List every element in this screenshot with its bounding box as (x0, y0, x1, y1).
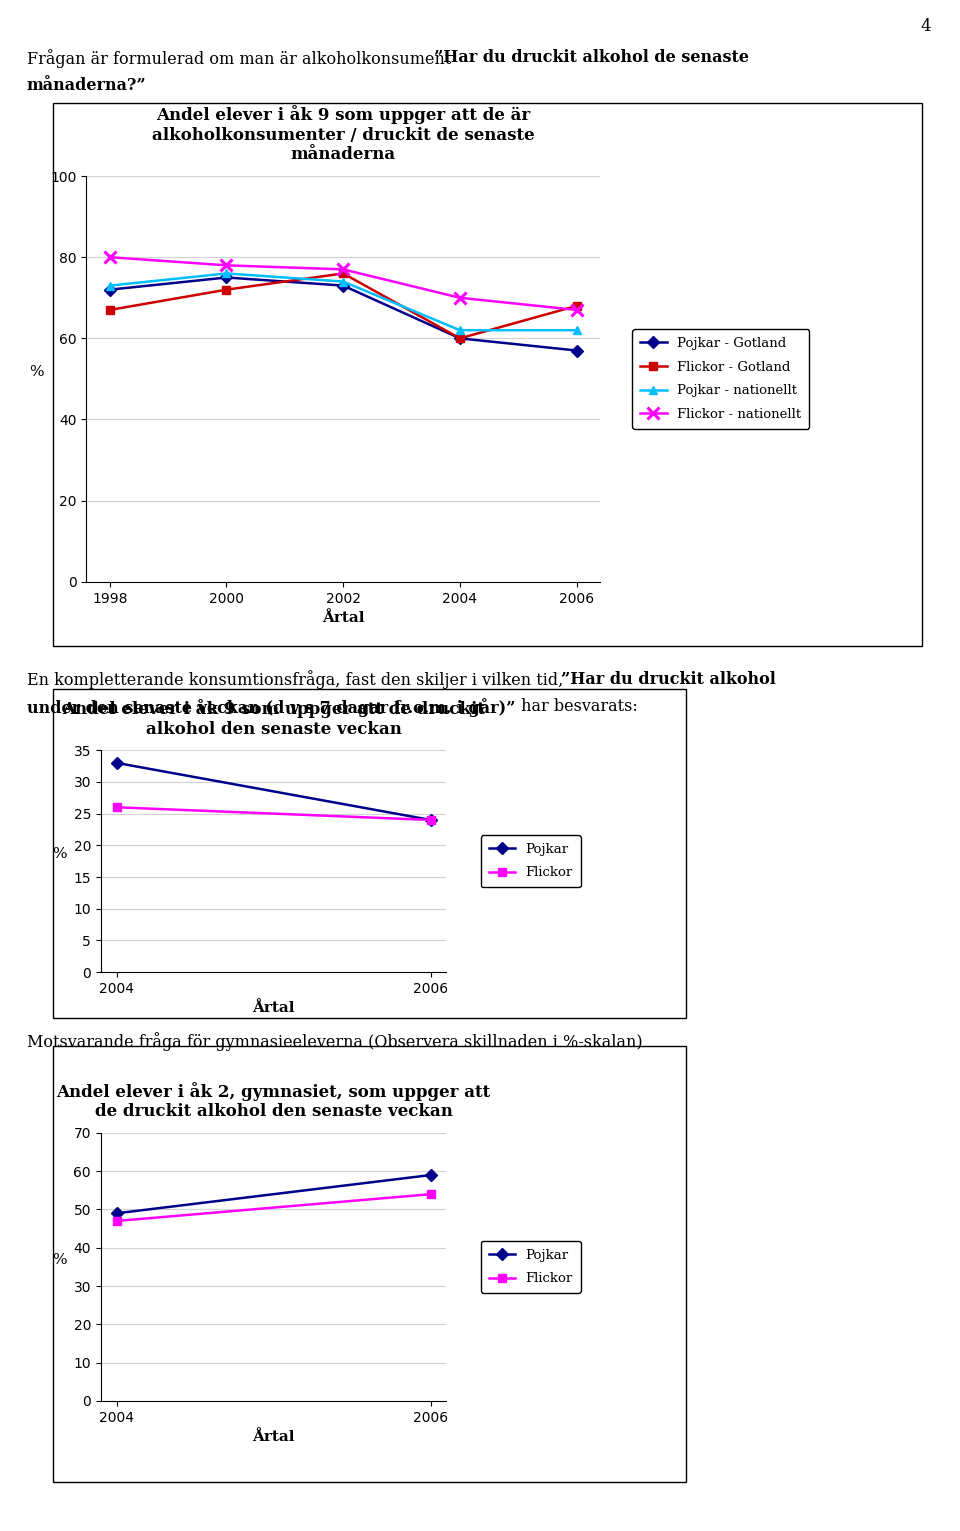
Text: Frågan är formulerad om man är alkoholkonsument: Frågan är formulerad om man är alkoholko… (27, 49, 456, 67)
Title: Andel elever i åk 9 som uppger att de är
alkoholkonsumenter / druckit de senaste: Andel elever i åk 9 som uppger att de är… (152, 106, 535, 164)
X-axis label: Årtal: Årtal (322, 611, 365, 625)
Text: under den senaste veckan (d v s 7 dagar fr.o.m. i går)”: under den senaste veckan (d v s 7 dagar … (27, 698, 516, 717)
Flickor - Gotland (337, 265, 348, 283)
Legend: Pojkar, Flickor: Pojkar, Flickor (481, 834, 581, 888)
Line: Pojkar - Gotland: Pojkar - Gotland (106, 274, 581, 355)
Flickor - nationellt (221, 256, 232, 274)
Pojkar - nationellt (337, 273, 348, 291)
X-axis label: Årtal: Årtal (252, 1001, 295, 1015)
Legend: Pojkar - Gotland, Flickor - Gotland, Pojkar - nationellt, Flickor - nationellt: Pojkar - Gotland, Flickor - Gotland, Poj… (633, 329, 809, 429)
Line: Flickor - nationellt: Flickor - nationellt (105, 251, 582, 315)
Pojkar - Gotland (571, 341, 583, 360)
Title: Andel elever i åk 9 som uppger att de druckit
alkohol den senaste veckan: Andel elever i åk 9 som uppger att de dr… (62, 700, 485, 738)
Pojkar - Gotland (454, 329, 466, 348)
Text: ”Har du druckit alkohol: ”Har du druckit alkohol (561, 671, 776, 687)
Title: Andel elever i åk 2, gymnasiet, som uppger att
de druckit alkohol den senaste ve: Andel elever i åk 2, gymnasiet, som uppg… (57, 1082, 491, 1121)
Text: 4: 4 (921, 18, 931, 35)
Pojkar - Gotland (104, 280, 115, 299)
Y-axis label: %: % (52, 847, 67, 860)
Pojkar - nationellt (221, 265, 232, 283)
Text: Motsvarande fråga för gymnasieeleverna (Observera skillnaden i %-skalan): Motsvarande fråga för gymnasieeleverna (… (27, 1032, 642, 1050)
Flickor - Gotland (104, 300, 115, 318)
Text: har besvarats:: har besvarats: (516, 698, 637, 715)
Flickor - nationellt (104, 248, 115, 266)
Pojkar - Gotland (221, 268, 232, 286)
Y-axis label: %: % (29, 364, 44, 380)
Y-axis label: %: % (52, 1252, 67, 1268)
Line: Flickor - Gotland: Flickor - Gotland (106, 269, 581, 343)
Text: En kompletterande konsumtionsfråga, fast den skiljer i vilken tid,: En kompletterande konsumtionsfråga, fast… (27, 671, 568, 689)
Flickor - Gotland (454, 329, 466, 348)
Flickor - nationellt (454, 288, 466, 306)
Pojkar - nationellt (104, 277, 115, 295)
Pojkar - nationellt (571, 322, 583, 340)
Legend: Pojkar, Flickor: Pojkar, Flickor (481, 1240, 581, 1294)
Line: Pojkar - nationellt: Pojkar - nationellt (106, 269, 581, 334)
Text: ”Har du druckit alkohol de senaste: ”Har du druckit alkohol de senaste (434, 49, 749, 66)
Pojkar - nationellt (454, 322, 466, 340)
X-axis label: Årtal: Årtal (252, 1430, 295, 1444)
Text: månaderna?”: månaderna?” (27, 77, 147, 93)
Pojkar - Gotland (337, 277, 348, 295)
Flickor - nationellt (571, 300, 583, 318)
Flickor - nationellt (337, 260, 348, 279)
Flickor - Gotland (221, 280, 232, 299)
Flickor - Gotland (571, 297, 583, 315)
